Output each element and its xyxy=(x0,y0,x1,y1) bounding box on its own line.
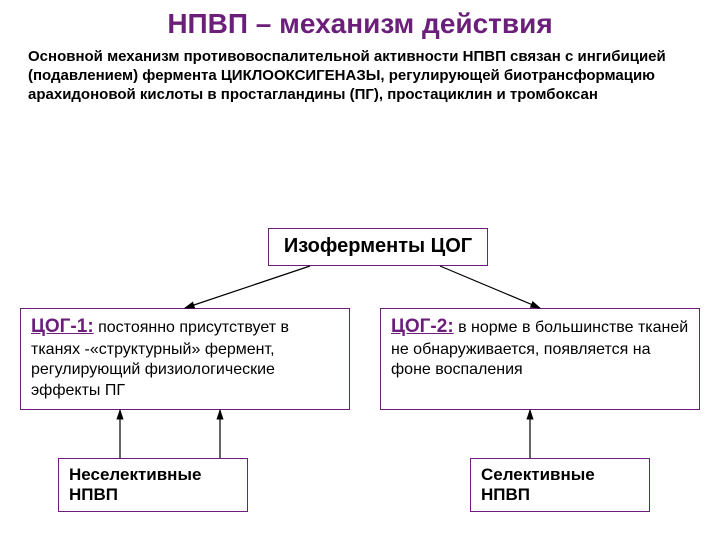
selective-box: Селективные НПВП xyxy=(470,458,650,512)
nonselective-label: Неселективные НПВП xyxy=(69,465,201,504)
isoenzymes-box: Изоферменты ЦОГ xyxy=(268,228,488,266)
cog2-box: ЦОГ-2: в норме в большинстве тканей не о… xyxy=(380,308,700,410)
slide-title: НПВП – механизм действия xyxy=(0,8,720,40)
selective-label: Селективные НПВП xyxy=(481,465,595,504)
isoenzymes-label: Изоферменты ЦОГ xyxy=(284,235,472,257)
cog1-title: ЦОГ-1: xyxy=(31,316,94,337)
cog1-box: ЦОГ-1: постоянно присутствует в тканях -… xyxy=(20,308,350,410)
slide-subtitle: Основной механизм противовоспалительной … xyxy=(28,48,692,104)
nonselective-box: Неселективные НПВП xyxy=(58,458,248,512)
cog2-title: ЦОГ-2: xyxy=(391,316,454,337)
